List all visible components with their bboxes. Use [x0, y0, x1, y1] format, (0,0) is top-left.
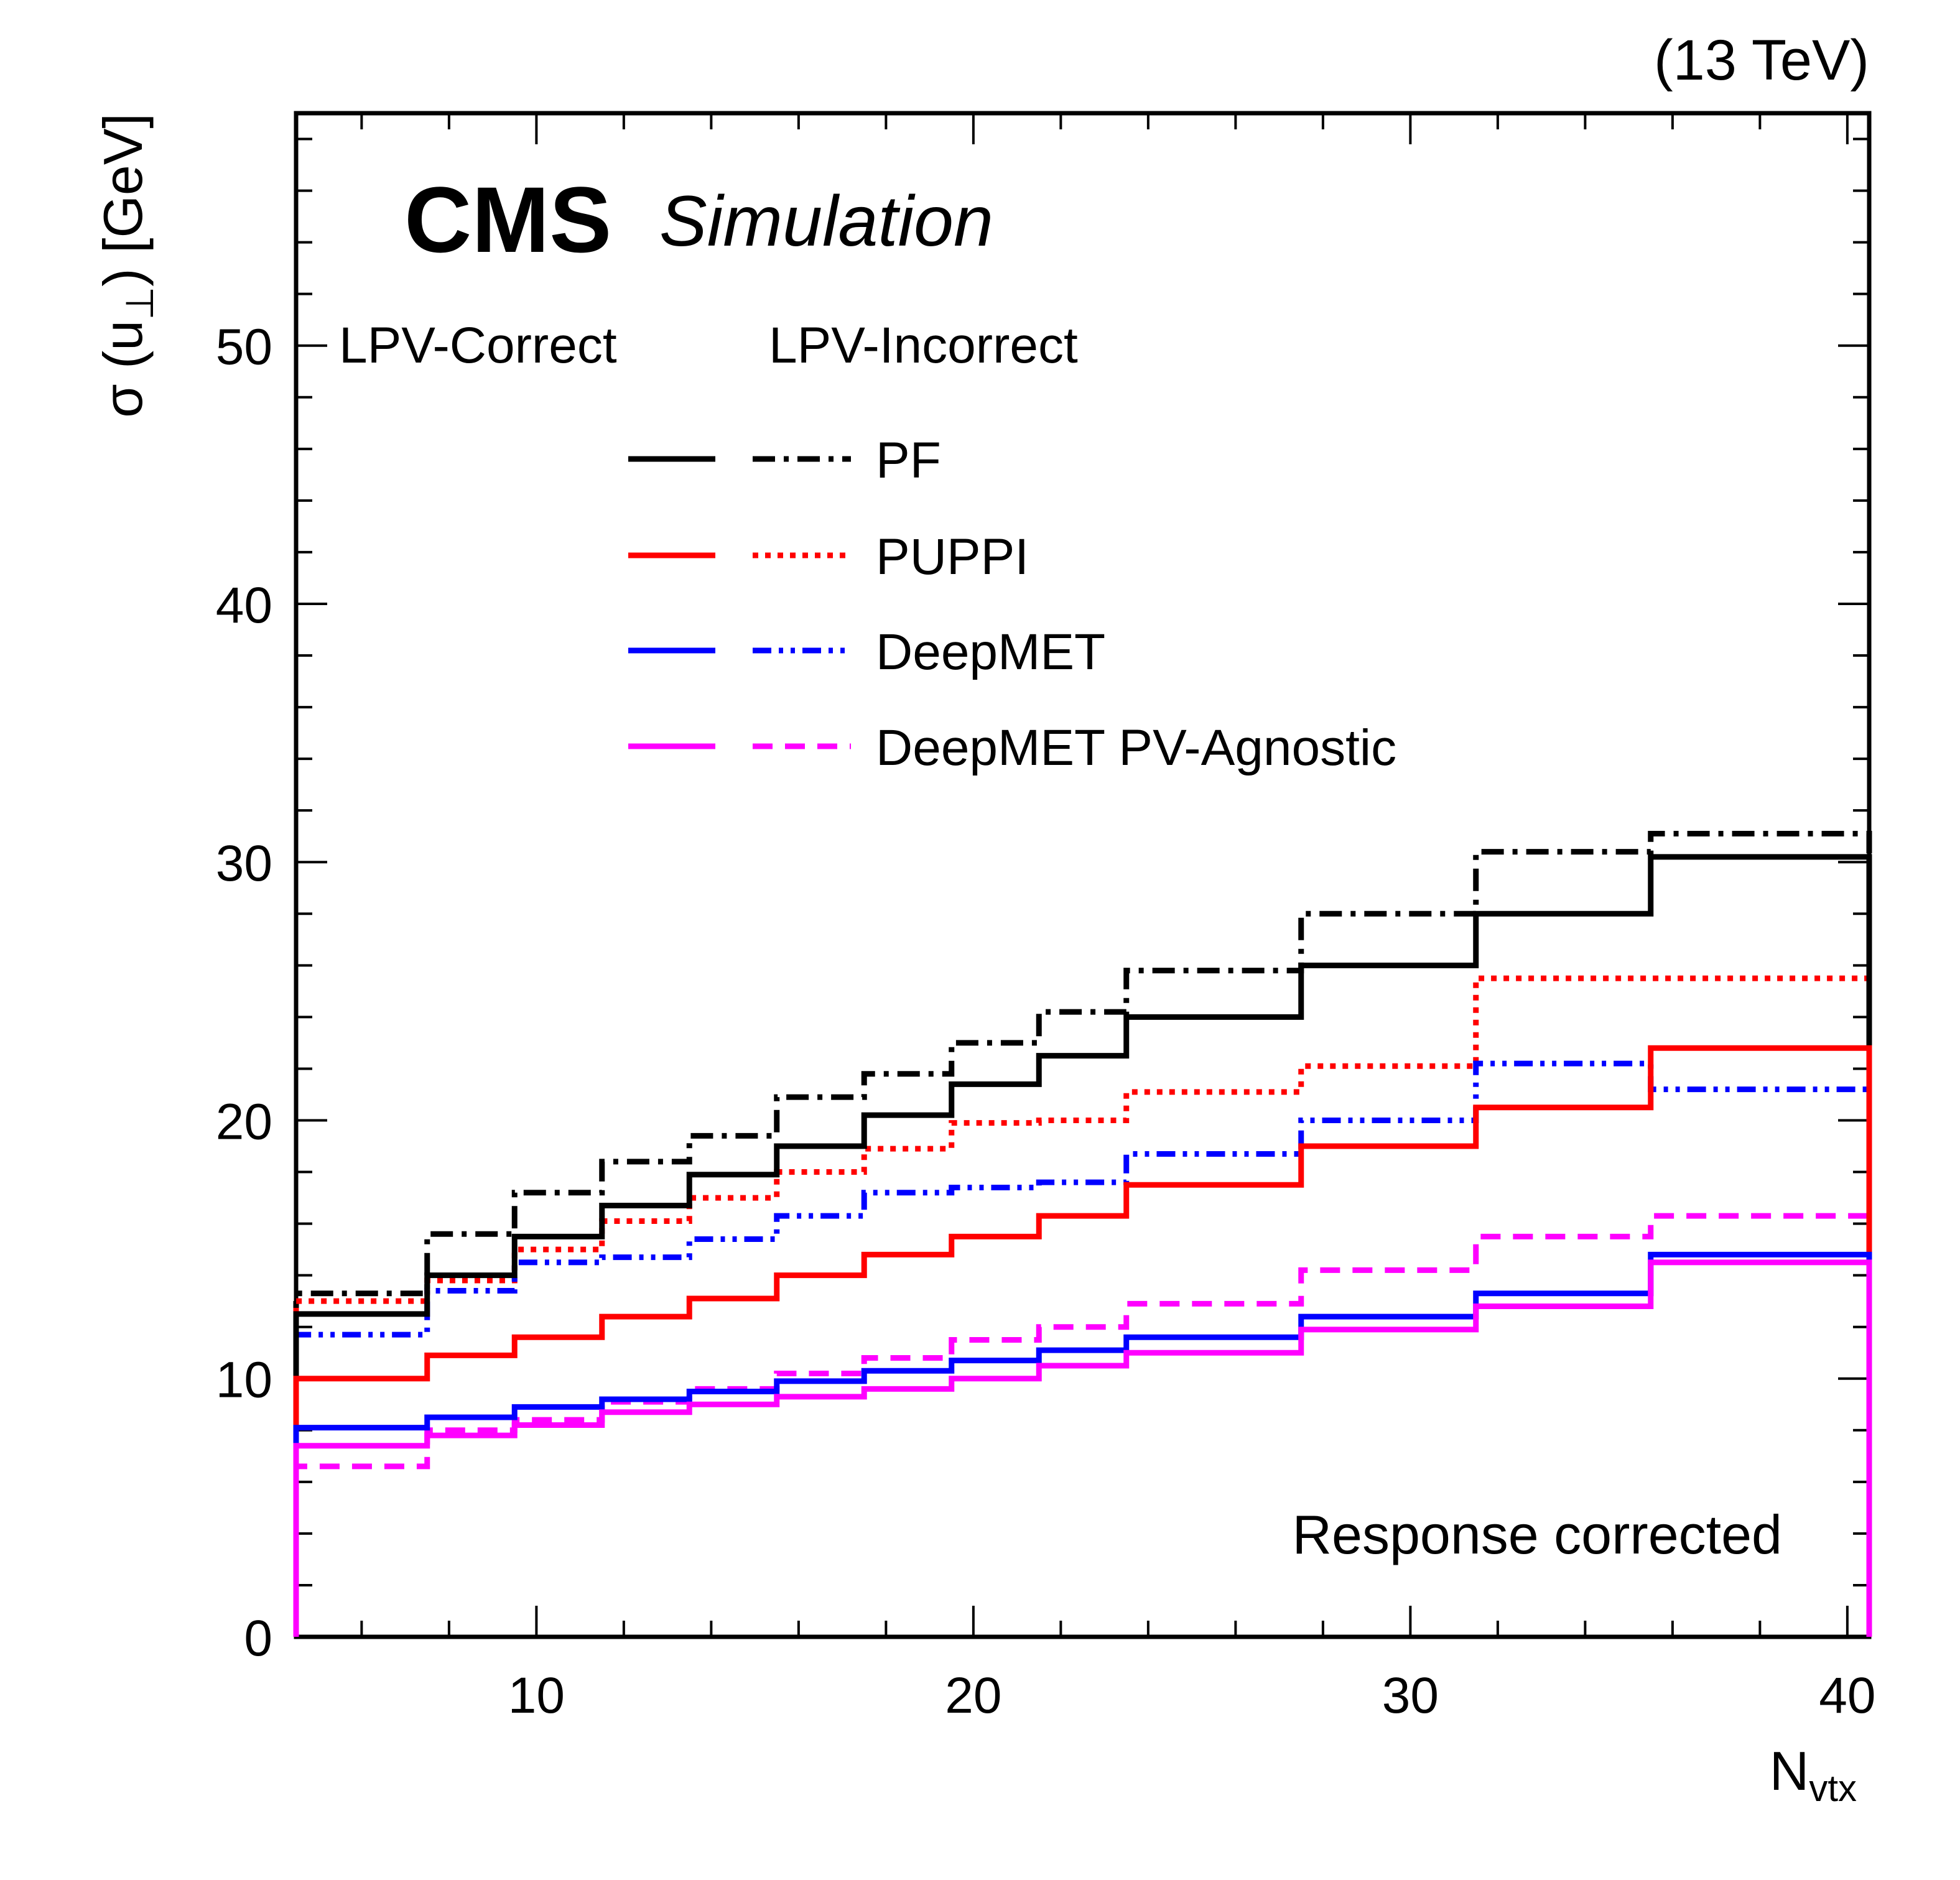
axis-tick-labels: 10 20 30 40 0 10 20 30 40 50	[216, 319, 1876, 1724]
energy-label: (13 TeV)	[1654, 29, 1869, 92]
x-tick-label: 20	[945, 1667, 1001, 1724]
legend-label-puppi: PUPPI	[876, 529, 1029, 585]
series-pf-lpv-correct	[293, 854, 1872, 1637]
legend-label-deepmet: DeepMET	[876, 624, 1105, 680]
cms-label: CMS	[404, 167, 611, 272]
y-axis-label-end: ) [GeV]	[92, 113, 154, 287]
series-deepmet-lpv-correct	[293, 1251, 1872, 1637]
x-tick-label: 10	[508, 1667, 565, 1724]
y-tick-label: 0	[244, 1610, 272, 1667]
y-tick-label: 40	[216, 577, 272, 634]
legend-header-incorrect: LPV-Incorrect	[769, 317, 1078, 374]
series-group	[293, 831, 1872, 1637]
simulation-label: Simulation	[659, 182, 993, 261]
x-axis-label: Nvtx	[1770, 1740, 1857, 1809]
legend-header-correct: LPV-Correct	[339, 317, 617, 374]
y-tick-label: 20	[216, 1093, 272, 1150]
y-axis-label-sub: ⊥	[119, 287, 162, 320]
series-pf-lpv-incorrect	[293, 831, 1872, 1637]
legend-label-pf: PF	[876, 432, 941, 489]
x-tick-label: 30	[1382, 1667, 1439, 1724]
x-axis-label-main: N	[1770, 1740, 1809, 1802]
x-tick-label: 40	[1819, 1667, 1875, 1724]
legend: PF PUPPI DeepMET DeepMET PV-Agnostic	[628, 432, 1396, 776]
y-tick-label: 30	[216, 835, 272, 892]
x-axis-label-sub: vtx	[1809, 1767, 1857, 1809]
y-tick-label: 10	[216, 1352, 272, 1409]
series-puppi-lpv-correct	[293, 1045, 1872, 1637]
annotation-response-corrected: Response corrected	[1292, 1504, 1782, 1565]
series-deepmet-pv-agnostic-lpv-correct	[293, 1259, 1872, 1637]
axis-ticks	[296, 113, 1869, 1638]
y-axis-label: σ (u⊥) [GeV]	[92, 113, 162, 418]
y-axis-label-main: σ (u	[92, 320, 154, 418]
series-deepmet-lpv-incorrect	[293, 1060, 1872, 1637]
y-tick-label: 50	[216, 319, 272, 376]
legend-label-deepmet-pv-agnostic: DeepMET PV-Agnostic	[876, 720, 1396, 776]
